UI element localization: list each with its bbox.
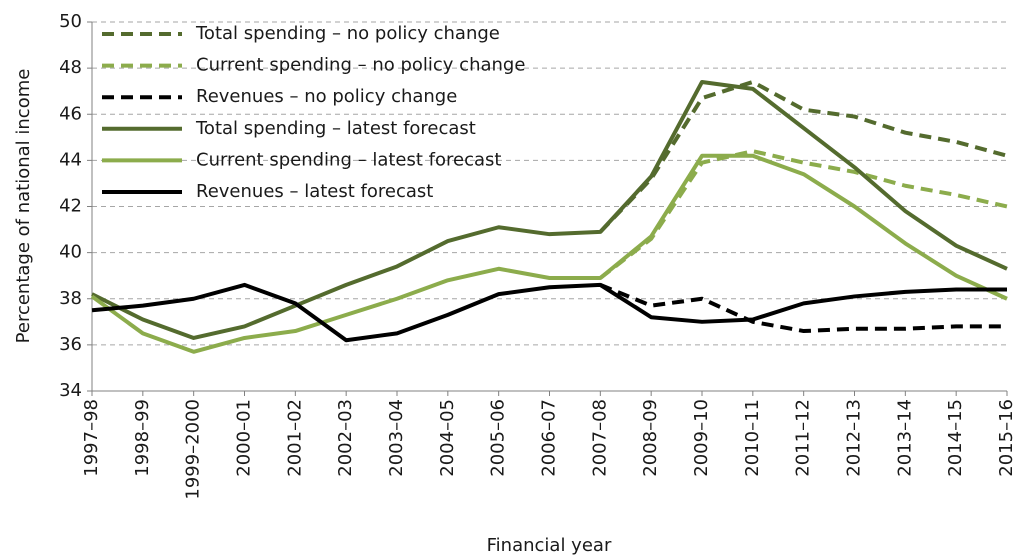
x-tick-label: 2008–09 <box>640 399 661 477</box>
series-line <box>599 283 1007 334</box>
x-axis-label: Financial year <box>487 535 612 556</box>
series-line <box>91 282 1007 343</box>
y-tick-label: 46 <box>59 103 82 124</box>
x-tick-label: 2013–14 <box>894 399 915 477</box>
legend-label: Total spending – no policy change <box>195 23 500 44</box>
legend-label: Revenues – no policy change <box>196 86 457 107</box>
legend-label: Current spending – latest forecast <box>196 149 501 170</box>
x-tick-label: 2010–11 <box>742 399 763 477</box>
x-tick-label: 1999–2000 <box>183 399 204 500</box>
x-tick-label: 2009–10 <box>691 399 712 477</box>
x-tick-label: 2003–04 <box>386 399 407 477</box>
x-tick-label: 1998–99 <box>132 399 153 477</box>
x-tick-label: 2007–08 <box>589 399 610 477</box>
x-tick-label: 2005–06 <box>488 399 509 477</box>
x-tick-label: 2001–02 <box>284 399 305 477</box>
y-tick-label: 42 <box>59 196 82 217</box>
x-tick-label: 2006–07 <box>539 399 560 477</box>
y-tick-label: 40 <box>59 242 82 263</box>
x-tick-label: 2000–01 <box>234 399 255 477</box>
y-tick-label: 50 <box>59 11 82 32</box>
series-line <box>599 149 1008 280</box>
legend-label: Revenues – latest forecast <box>196 181 433 202</box>
series-line <box>91 79 1008 340</box>
x-tick-label: 2015–16 <box>996 399 1016 477</box>
x-tick-label: 2002–03 <box>335 399 356 477</box>
y-tick-label: 36 <box>59 334 82 355</box>
x-tick-label: 2004–05 <box>437 399 458 477</box>
series-line <box>598 79 1008 234</box>
y-tick-label: 44 <box>59 149 82 170</box>
y-tick-label: 48 <box>59 57 82 78</box>
y-tick-label: 34 <box>59 380 82 401</box>
series-line <box>90 153 1008 354</box>
y-tick-label: 38 <box>59 288 82 309</box>
x-tick-label: 2012–13 <box>844 399 865 477</box>
legend-label: Current spending – no policy change <box>196 55 525 76</box>
x-tick-label: 2014–15 <box>945 399 966 477</box>
x-tick-label: 2011–12 <box>793 399 814 477</box>
x-tick-label: 1997–98 <box>81 399 102 477</box>
y-axis-label: Percentage of national income <box>13 69 34 344</box>
legend-label: Total spending – latest forecast <box>195 118 476 139</box>
